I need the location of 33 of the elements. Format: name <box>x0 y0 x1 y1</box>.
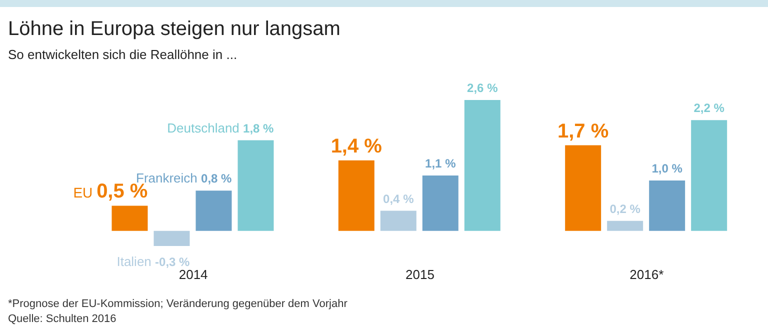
data-label: 0,8 % <box>201 172 232 186</box>
data-label: 0,2 % <box>610 202 641 216</box>
bar <box>238 140 274 231</box>
data-label: 0,4 % <box>383 192 414 206</box>
bar <box>464 100 500 231</box>
chart-subtitle: So entwickelten sich die Reallöhne in ... <box>8 47 238 62</box>
bar <box>380 210 416 231</box>
data-label: 2,2 % <box>694 101 725 116</box>
x-tick-label: 2016* <box>630 267 664 282</box>
bar <box>649 180 686 231</box>
bar <box>154 230 190 246</box>
data-label: 1,1 % <box>425 156 456 171</box>
bar <box>607 220 644 231</box>
series-label: Italien <box>116 254 156 269</box>
bar <box>565 145 602 231</box>
data-label: 2,6 % <box>467 81 498 95</box>
bar <box>691 120 728 231</box>
data-label: 1,8 % <box>243 121 274 136</box>
text: *Prognose der EU-Kommission; Veränderung gegenüber dem Vorjahr <box>8 298 348 310</box>
chart-title: Löhne in Europa steigen nur langsam <box>8 18 340 41</box>
x-tick-label: 2014 <box>178 267 208 282</box>
bar <box>196 190 232 231</box>
data-label: 1,4 % <box>330 135 382 158</box>
data-label: 1,7 % <box>557 120 609 142</box>
series-label: EU <box>73 184 97 201</box>
bar <box>338 160 374 231</box>
bar <box>112 206 148 231</box>
data-label: 1,0 % <box>652 162 683 176</box>
source-note: Quelle: Schulten 2016 <box>8 313 116 325</box>
x-tick-label: 2015 <box>406 267 434 282</box>
data-label: -0,3 % <box>155 255 190 269</box>
series-label: Deutschland <box>167 120 244 136</box>
bar <box>422 176 458 231</box>
